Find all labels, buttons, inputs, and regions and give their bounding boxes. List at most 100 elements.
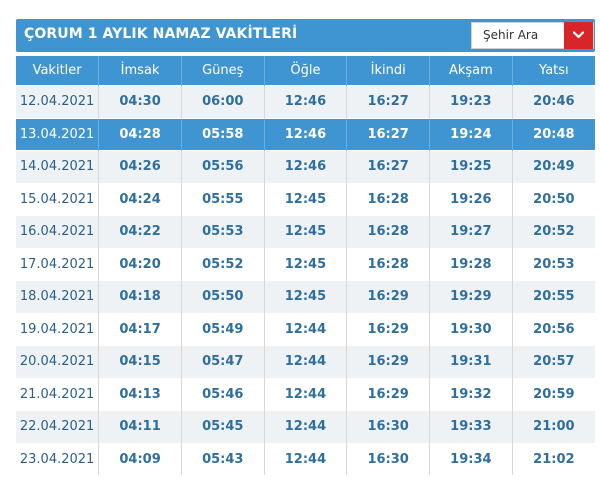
ogle-cell: 12:44	[263, 345, 347, 378]
yatsi-cell: 20:55	[511, 280, 595, 313]
aksam-cell: 19:34	[429, 442, 513, 475]
prayer-times-table: Vakitler İmsak Güneş Öğle İkindi Akşam Y…	[16, 56, 595, 475]
date-cell: 18.04.2021	[16, 280, 99, 313]
imsak-cell: 04:24	[98, 182, 182, 216]
date-cell: 13.04.2021	[16, 117, 99, 151]
aksam-cell: 19:25	[429, 150, 513, 183]
ogle-cell: 12:46	[263, 117, 347, 151]
yatsi-cell: 20:48	[511, 117, 595, 151]
city-search-placeholder: Şehir Ara	[483, 28, 539, 42]
gunes-cell: 05:52	[180, 247, 265, 281]
aksam-cell: 19:23	[429, 85, 513, 118]
aksam-cell: 19:28	[429, 247, 513, 281]
table-row: 13.04.2021 04:28 05:58 12:46 16:27 19:24 20:48	[16, 117, 595, 151]
imsak-cell: 04:15	[98, 345, 182, 378]
ogle-cell: 12:44	[263, 377, 347, 411]
table-row: 20.04.2021 04:15 05:47 12:44 16:29 19:31 20:57	[16, 345, 595, 378]
date-cell: 12.04.2021	[16, 85, 99, 118]
yatsi-cell: 20:46	[511, 85, 595, 118]
page-title: ÇORUM 1 AYLIK NAMAZ VAKİTLERİ	[24, 26, 298, 42]
aksam-cell: 19:31	[429, 345, 513, 378]
aksam-cell: 19:27	[429, 215, 513, 248]
aksam-cell: 19:30	[429, 312, 513, 346]
ikindi-cell: 16:27	[346, 85, 430, 118]
ogle-cell: 12:45	[263, 215, 347, 248]
table-row: 14.04.2021 04:26 05:56 12:46 16:27 19:25 20:49	[16, 150, 595, 183]
gunes-cell: 05:45	[180, 410, 265, 443]
column-header-imsak: İmsak	[98, 56, 182, 86]
ikindi-cell: 16:28	[346, 215, 430, 248]
table-row: 21.04.2021 04:13 05:46 12:44 16:29 19:32 20:59	[16, 377, 595, 411]
column-header-date: Vakitler	[16, 56, 99, 86]
date-cell: 23.04.2021	[16, 442, 99, 475]
imsak-cell: 04:18	[98, 280, 182, 313]
date-cell: 17.04.2021	[16, 247, 99, 281]
table-row: 17.04.2021 04:20 05:52 12:45 16:28 19:28 20:53	[16, 247, 595, 281]
date-cell: 21.04.2021	[16, 377, 99, 411]
yatsi-cell: 20:50	[511, 182, 595, 216]
date-cell: 15.04.2021	[16, 182, 99, 216]
imsak-cell: 04:30	[98, 85, 182, 118]
ikindi-cell: 16:29	[346, 280, 430, 313]
date-cell: 20.04.2021	[16, 345, 99, 378]
ikindi-cell: 16:27	[346, 117, 430, 151]
yatsi-cell: 20:52	[511, 215, 595, 248]
aksam-cell: 19:32	[429, 377, 513, 411]
ogle-cell: 12:46	[263, 85, 347, 118]
gunes-cell: 06:00	[180, 85, 265, 118]
city-search-select[interactable]: Şehir Ara	[471, 22, 594, 49]
ikindi-cell: 16:28	[346, 182, 430, 216]
aksam-cell: 19:26	[429, 182, 513, 216]
gunes-cell: 05:53	[180, 215, 265, 248]
column-header-ogle: Öğle	[263, 56, 347, 86]
ogle-cell: 12:44	[263, 312, 347, 346]
date-cell: 19.04.2021	[16, 312, 99, 346]
aksam-cell: 19:24	[429, 117, 513, 151]
gunes-cell: 05:47	[180, 345, 265, 378]
aksam-cell: 19:33	[429, 410, 513, 443]
chevron-down-icon	[573, 31, 584, 39]
yatsi-cell: 20:57	[511, 345, 595, 378]
table-header-row: Vakitler İmsak Güneş Öğle İkindi Akşam Y…	[16, 56, 595, 86]
table-row: 19.04.2021 04:17 05:49 12:44 16:29 19:30 20:56	[16, 312, 595, 346]
ogle-cell: 12:44	[263, 442, 347, 475]
table-row: 16.04.2021 04:22 05:53 12:45 16:28 19:27 20:52	[16, 215, 595, 248]
table-row: 23.04.2021 04:09 05:43 12:44 16:30 19:34 21:02	[16, 442, 595, 475]
column-header-ikindi: İkindi	[346, 56, 430, 86]
yatsi-cell: 20:49	[511, 150, 595, 183]
imsak-cell: 04:26	[98, 150, 182, 183]
gunes-cell: 05:56	[180, 150, 265, 183]
imsak-cell: 04:17	[98, 312, 182, 346]
ogle-cell: 12:45	[263, 247, 347, 281]
yatsi-cell: 21:02	[511, 442, 595, 475]
city-dropdown-button[interactable]	[564, 22, 593, 49]
gunes-cell: 05:46	[180, 377, 265, 411]
imsak-cell: 04:11	[98, 410, 182, 443]
column-header-yatsi: Yatsı	[511, 56, 595, 86]
table-row: 22.04.2021 04:11 05:45 12:44 16:30 19:33 21:00	[16, 410, 595, 443]
imsak-cell: 04:22	[98, 215, 182, 248]
ikindi-cell: 16:29	[346, 312, 430, 346]
gunes-cell: 05:58	[180, 117, 265, 151]
ikindi-cell: 16:29	[346, 377, 430, 411]
imsak-cell: 04:28	[98, 117, 182, 151]
ogle-cell: 12:45	[263, 280, 347, 313]
gunes-cell: 05:49	[180, 312, 265, 346]
ikindi-cell: 16:30	[346, 442, 430, 475]
gunes-cell: 05:55	[180, 182, 265, 216]
aksam-cell: 19:29	[429, 280, 513, 313]
ogle-cell: 12:46	[263, 150, 347, 183]
ikindi-cell: 16:29	[346, 345, 430, 378]
column-header-aksam: Akşam	[429, 56, 513, 86]
yatsi-cell: 20:59	[511, 377, 595, 411]
ikindi-cell: 16:30	[346, 410, 430, 443]
ogle-cell: 12:45	[263, 182, 347, 216]
ikindi-cell: 16:28	[346, 247, 430, 281]
imsak-cell: 04:20	[98, 247, 182, 281]
table-row: 18.04.2021 04:18 05:50 12:45 16:29 19:29 20:55	[16, 280, 595, 313]
yatsi-cell: 21:00	[511, 410, 595, 443]
date-cell: 16.04.2021	[16, 215, 99, 248]
ogle-cell: 12:44	[263, 410, 347, 443]
column-header-gunes: Güneş	[180, 56, 265, 86]
